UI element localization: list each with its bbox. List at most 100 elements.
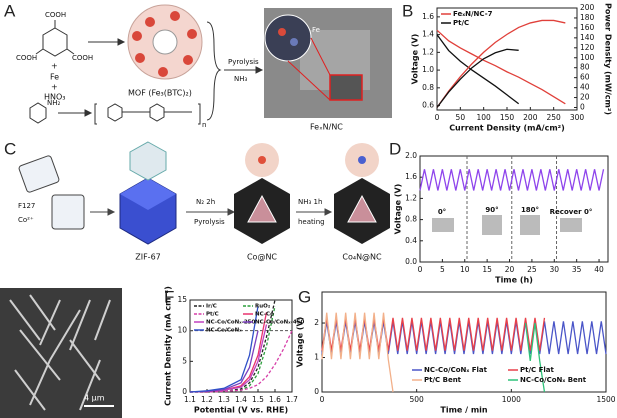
y2-tick-label: 180	[580, 13, 595, 22]
legend-label: Ir/C	[206, 304, 217, 310]
arrowhead	[107, 208, 116, 216]
y-tick-label: 0.8	[405, 215, 417, 224]
x-tick-label: 300	[570, 113, 585, 122]
scheme-text: MOF (Fe₃(BTC)₂)	[128, 89, 192, 98]
series-line	[436, 34, 520, 105]
y2-tick-label: 120	[580, 43, 595, 52]
series-line	[190, 299, 276, 393]
atom	[158, 67, 168, 77]
series-line	[190, 330, 293, 393]
scheme-text: +	[51, 83, 58, 92]
legend-label: NC-Co	[255, 312, 274, 318]
cobalt-core	[247, 194, 277, 223]
y2-tick-label: 140	[580, 33, 595, 42]
y-tick-label: 0.0	[405, 257, 417, 266]
x-axis-label: Current Density (mA/cm²)	[449, 124, 565, 133]
y-tick-label: 0	[182, 387, 187, 396]
panel-label: A	[4, 1, 16, 20]
x-tick-label: 10	[460, 265, 470, 274]
x-tick-label: 1.7	[286, 395, 298, 404]
y2-tick-label: 200	[580, 3, 595, 12]
arrowhead	[227, 208, 236, 216]
y2-axis-label: Power Density (mW/cm²)	[604, 3, 613, 115]
x-tick-label: 1000	[502, 395, 521, 404]
y-tick-label: 1	[314, 353, 319, 362]
plot-frame	[321, 291, 607, 393]
x-tick-label: 1.6	[269, 395, 281, 404]
series-line	[419, 169, 605, 191]
series-line	[190, 305, 276, 393]
scheme-text: FeₓN/NC	[310, 123, 343, 132]
bond	[66, 48, 75, 55]
atom	[132, 31, 142, 41]
y-tick-label: 10	[177, 326, 187, 335]
x-tick-label: 1.2	[201, 395, 213, 404]
arrowhead	[117, 38, 126, 46]
x-tick-label: 1.1	[184, 395, 196, 404]
atom	[258, 156, 266, 164]
annotation: 0°	[438, 208, 446, 216]
x-tick-label: 1500	[596, 395, 615, 404]
y-axis-label: Voltage (V)	[411, 34, 420, 85]
sem-image	[0, 288, 122, 418]
scheme-text: NH₂	[47, 99, 61, 107]
arrowhead	[324, 208, 333, 216]
y-tick-label: 15	[177, 295, 187, 304]
x-axis-label: Potential (V vs. RHE)	[194, 406, 288, 415]
inset-particle	[264, 14, 312, 62]
highlight-box	[329, 74, 363, 101]
photo-inset	[432, 218, 454, 232]
x-axis-label: Time / min	[440, 406, 488, 415]
scheme-text: COOH	[16, 54, 37, 62]
panel-label: G	[298, 287, 311, 306]
x-tick-label: 1.4	[235, 395, 247, 404]
scheme-text: n	[202, 121, 206, 129]
inset-atom	[278, 28, 286, 36]
sem-texture	[9, 294, 111, 411]
scheme-text: NH₃ 1h	[298, 198, 322, 206]
x-tick-label: 1.5	[252, 395, 264, 404]
scheme-text: +	[51, 62, 58, 71]
x-tick-label: 1.3	[218, 395, 230, 404]
scheme-text: Co₄N@NC	[342, 253, 382, 262]
scale-text: 4 μm	[84, 394, 105, 403]
panel-label: C	[4, 139, 16, 158]
y-tick-label: 1.6	[405, 172, 417, 181]
arrowhead	[84, 109, 93, 117]
y-tick-label: 2.0	[405, 151, 417, 160]
y-tick-label: 0.6	[422, 101, 434, 110]
plot-frame	[419, 155, 609, 263]
x-tick-label: 100	[477, 113, 492, 122]
cobalt-nitride-core	[347, 194, 377, 223]
inset-atom	[290, 38, 298, 46]
panel-label: B	[402, 1, 413, 20]
x-axis-label: Time (h)	[495, 276, 533, 285]
x-tick-label: 25	[527, 265, 537, 274]
benzene	[29, 102, 47, 124]
scheme-text: Pyrolysis	[194, 218, 225, 226]
legend-label: NC-Co/CoNₓ Flat	[424, 366, 488, 374]
y-tick-label: 5	[182, 356, 187, 365]
y-tick-label: 0	[314, 387, 319, 396]
zif-structure	[129, 141, 167, 181]
ring	[107, 103, 123, 122]
legend-label: Pt/C Bent	[424, 376, 462, 384]
scheme-text: COOH	[45, 11, 66, 19]
brace	[206, 21, 222, 121]
legend-label: FeₓN/NC-7	[453, 10, 493, 18]
y2-tick-label: 0	[580, 103, 585, 112]
atom	[145, 17, 155, 27]
y-tick-label: 1.4	[422, 30, 434, 39]
series-line	[436, 29, 566, 105]
scheme-text: Pyrolysis	[228, 58, 259, 66]
legend-label: NC-Co/CoNₓ-250	[206, 320, 255, 326]
legend-label: NC-Co/CoNₓ-450	[255, 320, 304, 326]
legend-label: NC-Co/CoNₓ	[206, 328, 242, 334]
x-tick-label: 250	[547, 113, 562, 122]
bracket	[94, 103, 201, 125]
photo-inset	[482, 215, 502, 235]
x-tick-label: 0	[320, 395, 325, 404]
y-tick-label: 1.6	[422, 12, 434, 21]
photo-inset	[560, 218, 582, 232]
series-line	[189, 306, 259, 393]
